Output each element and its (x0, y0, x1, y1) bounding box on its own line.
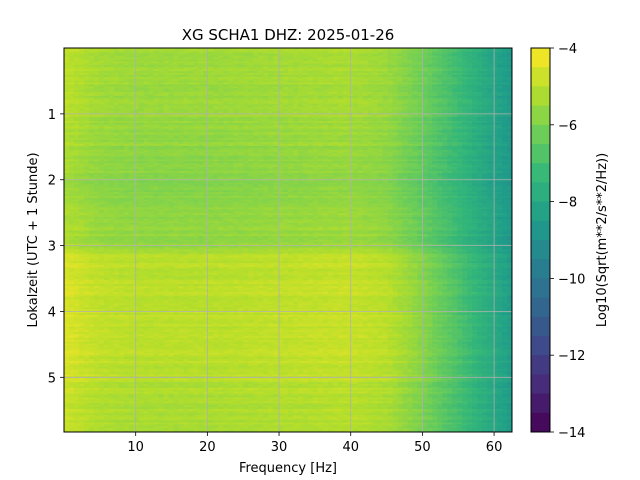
chart-title: XG SCHA1 DHZ: 2025-01-26 (182, 26, 395, 44)
heatmap-cells (64, 48, 512, 432)
